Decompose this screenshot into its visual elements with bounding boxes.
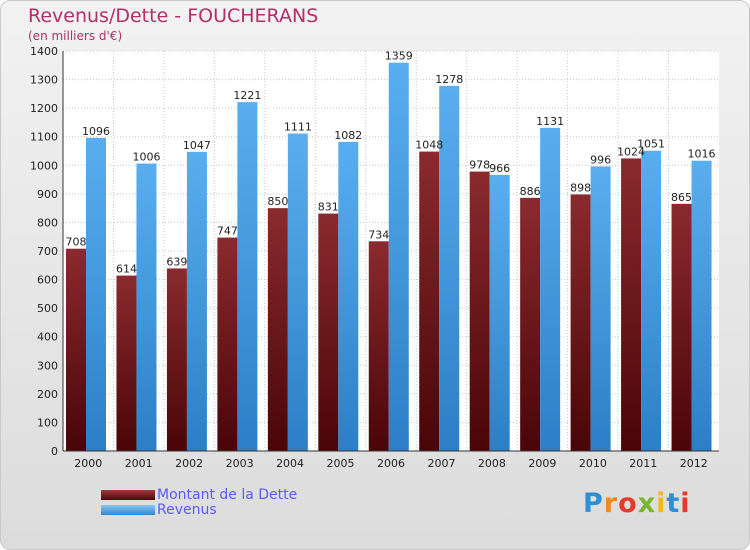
bar-dette <box>66 248 86 451</box>
y-tick-label: 1200 <box>30 102 58 115</box>
x-tick-label: 2001 <box>125 457 153 470</box>
x-tick-label: 2000 <box>74 457 102 470</box>
x-tick-label: 2009 <box>528 457 556 470</box>
data-label: 1024 <box>617 145 645 158</box>
data-label: 1051 <box>637 138 665 151</box>
data-label: 1096 <box>82 125 110 138</box>
bar-revenus <box>287 133 308 452</box>
legend-swatch-revenus <box>101 505 155 515</box>
bar-dette <box>166 268 187 451</box>
legend-swatch-dette <box>101 490 155 500</box>
x-tick-label: 2007 <box>427 457 455 470</box>
data-label: 1048 <box>415 139 443 152</box>
y-tick-label: 700 <box>37 245 58 258</box>
legend-label-revenus: Revenus <box>157 502 217 518</box>
data-label: 966 <box>489 162 510 175</box>
data-label: 1047 <box>183 139 211 152</box>
y-tick-label: 500 <box>37 302 58 315</box>
x-tick-label: 2010 <box>579 457 607 470</box>
y-tick-label: 800 <box>37 216 58 229</box>
bar-dette <box>671 203 692 451</box>
bar-dette <box>419 151 440 452</box>
data-label: 886 <box>520 185 541 198</box>
bar-revenus <box>489 175 510 451</box>
bar-revenus <box>338 141 359 451</box>
bar-dette <box>318 213 339 451</box>
data-label: 831 <box>318 201 339 214</box>
bar-revenus <box>86 137 106 451</box>
data-label: 850 <box>267 195 288 208</box>
data-label: 1016 <box>688 148 716 161</box>
x-tick-label: 2012 <box>680 457 708 470</box>
data-label: 734 <box>368 228 389 241</box>
data-label: 1131 <box>536 115 564 128</box>
bar-dette <box>217 237 238 451</box>
data-label: 747 <box>217 225 238 238</box>
data-label: 978 <box>469 159 490 172</box>
x-tick-label: 2006 <box>377 457 405 470</box>
data-label: 1082 <box>334 129 362 142</box>
legend-item-revenus: Revenus <box>101 502 217 518</box>
y-tick-label: 1100 <box>30 131 58 144</box>
data-label: 708 <box>66 236 87 249</box>
data-label: 1278 <box>435 73 463 86</box>
bar-dette <box>368 241 389 451</box>
bar-revenus <box>186 151 207 451</box>
data-label: 1359 <box>385 50 413 63</box>
data-label: 1221 <box>233 89 261 102</box>
x-tick-label: 2008 <box>478 457 506 470</box>
y-tick-label: 0 <box>51 445 58 458</box>
x-tick-label: 2011 <box>629 457 657 470</box>
y-tick-label: 600 <box>37 274 58 287</box>
bar-dette <box>520 197 541 451</box>
y-tick-label: 100 <box>37 416 58 429</box>
bar-revenus <box>237 102 258 452</box>
x-tick-label: 2003 <box>226 457 254 470</box>
data-label: 996 <box>590 153 611 166</box>
bar-revenus <box>590 166 611 451</box>
x-tick-label: 2004 <box>276 457 304 470</box>
data-label: 865 <box>671 191 692 204</box>
bar-revenus <box>388 62 409 451</box>
legend-label-dette: Montant de la Dette <box>157 487 298 503</box>
y-tick-label: 1000 <box>30 159 58 172</box>
data-label: 614 <box>116 263 137 276</box>
y-tick-label: 400 <box>37 331 58 344</box>
bar-revenus <box>641 150 662 451</box>
x-tick-label: 2002 <box>175 457 203 470</box>
bar-dette <box>469 171 490 452</box>
bar-revenus <box>691 160 712 451</box>
y-tick-label: 1300 <box>30 74 58 87</box>
y-tick-label: 900 <box>37 188 58 201</box>
bar-dette <box>621 158 642 451</box>
bar-revenus <box>136 163 157 452</box>
y-tick-label: 200 <box>37 388 58 401</box>
bar-dette <box>116 275 137 451</box>
y-tick-label: 1400 <box>30 45 58 58</box>
chart-subtitle: (en milliers d'€) <box>28 29 123 43</box>
bar-dette <box>267 208 288 451</box>
x-tick-label: 2005 <box>327 457 355 470</box>
data-label: 1111 <box>284 121 312 134</box>
bar-dette <box>570 194 591 451</box>
y-tick-label: 300 <box>37 359 58 372</box>
bar-revenus <box>439 85 460 451</box>
legend-item-dette: Montant de la Dette <box>101 487 298 503</box>
chart-title: Revenus/Dette - FOUCHERANS <box>28 5 319 27</box>
proxiti-logo: Proxiti <box>583 488 691 519</box>
data-label: 639 <box>166 255 187 268</box>
data-label: 1006 <box>132 151 160 164</box>
bar-revenus <box>540 127 561 451</box>
data-label: 898 <box>570 181 591 194</box>
